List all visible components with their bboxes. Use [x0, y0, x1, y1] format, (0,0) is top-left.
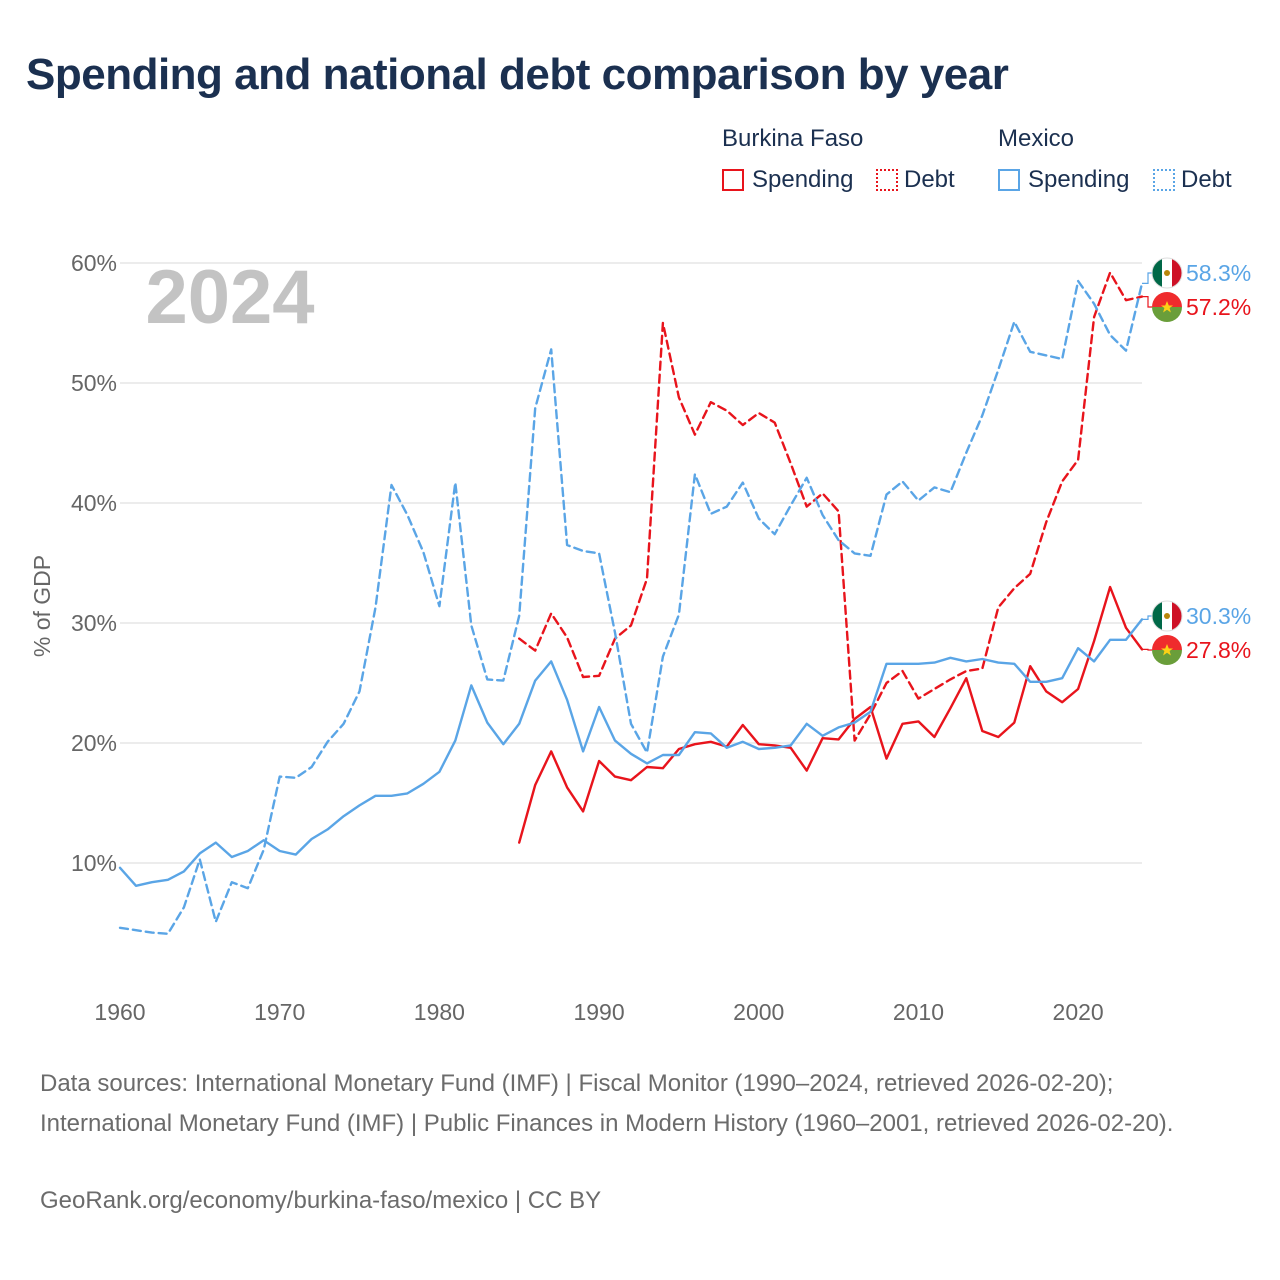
y-axis-label: % of GDP: [29, 555, 55, 657]
x-tick-label: 1960: [94, 999, 145, 1025]
legend-item-burkina-faso-debt[interactable]: Debt: [876, 166, 955, 194]
credit-link[interactable]: GeoRank.org/economy/burkina-faso/mexico …: [40, 1187, 602, 1214]
legend-group-burkina-faso: Burkina Faso: [722, 125, 864, 152]
series-line-burkina-faso-spending[interactable]: [518, 585, 1144, 844]
burkina-faso-flag-icon: [1152, 292, 1182, 322]
series-line-burkina-faso-debt[interactable]: [518, 271, 1144, 742]
end-value-label: 27.8%: [1186, 637, 1251, 663]
legend-item-mexico-debt[interactable]: Debt: [1153, 166, 1232, 194]
legend-swatch-solid-blue: [998, 169, 1020, 191]
mexico-flag-icon: [1151, 257, 1183, 289]
x-tick-label: 1990: [573, 999, 624, 1025]
x-tick-label: 2010: [893, 999, 944, 1025]
x-tick-label: 1970: [254, 999, 305, 1025]
burkina-faso-flag-icon: [1152, 635, 1182, 665]
y-tick-label: 30%: [71, 610, 117, 636]
legend-label: Debt: [1181, 166, 1232, 193]
legend-label: Spending: [752, 166, 854, 193]
y-tick-label: 40%: [71, 490, 117, 516]
x-tick-label: 1980: [414, 999, 465, 1025]
end-label-connector: [1142, 648, 1152, 651]
y-tick-label: 60%: [71, 250, 117, 276]
legend-label: Debt: [904, 166, 955, 193]
legend-label: Spending: [1028, 166, 1130, 193]
legend-item-mexico-spending[interactable]: Spending: [998, 166, 1129, 194]
legend-swatch-solid-red: [722, 169, 744, 191]
end-label-connector: [1142, 615, 1152, 621]
legend-group-mexico: Mexico: [998, 125, 1075, 152]
year-watermark: 2024: [145, 255, 314, 340]
end-value-label: 57.2%: [1186, 294, 1251, 320]
end-label-connector: [1142, 296, 1152, 308]
x-tick-label: 2020: [1053, 999, 1104, 1025]
end-value-label: 58.3%: [1186, 260, 1251, 286]
legend-item-burkina-faso-spending[interactable]: Spending: [722, 166, 853, 194]
y-tick-label: 50%: [71, 370, 117, 396]
x-tick-label: 2000: [733, 999, 784, 1025]
legend-swatch-dotted-blue: [1153, 169, 1175, 191]
data-sources: Data sources: International Monetary Fun…: [40, 1070, 1174, 1137]
chart-title: Spending and national debt comparison by…: [26, 50, 1009, 99]
series-line-mexico-spending[interactable]: [118, 618, 1144, 887]
legend-swatch-dotted-red: [876, 169, 898, 191]
series-line-mexico-debt[interactable]: [118, 279, 1144, 935]
y-tick-label: 20%: [71, 730, 117, 756]
mexico-flag-icon: [1151, 600, 1183, 632]
end-label-connector: [1142, 272, 1152, 284]
end-value-label: 30.3%: [1186, 603, 1251, 629]
y-tick-label: 10%: [71, 850, 117, 876]
